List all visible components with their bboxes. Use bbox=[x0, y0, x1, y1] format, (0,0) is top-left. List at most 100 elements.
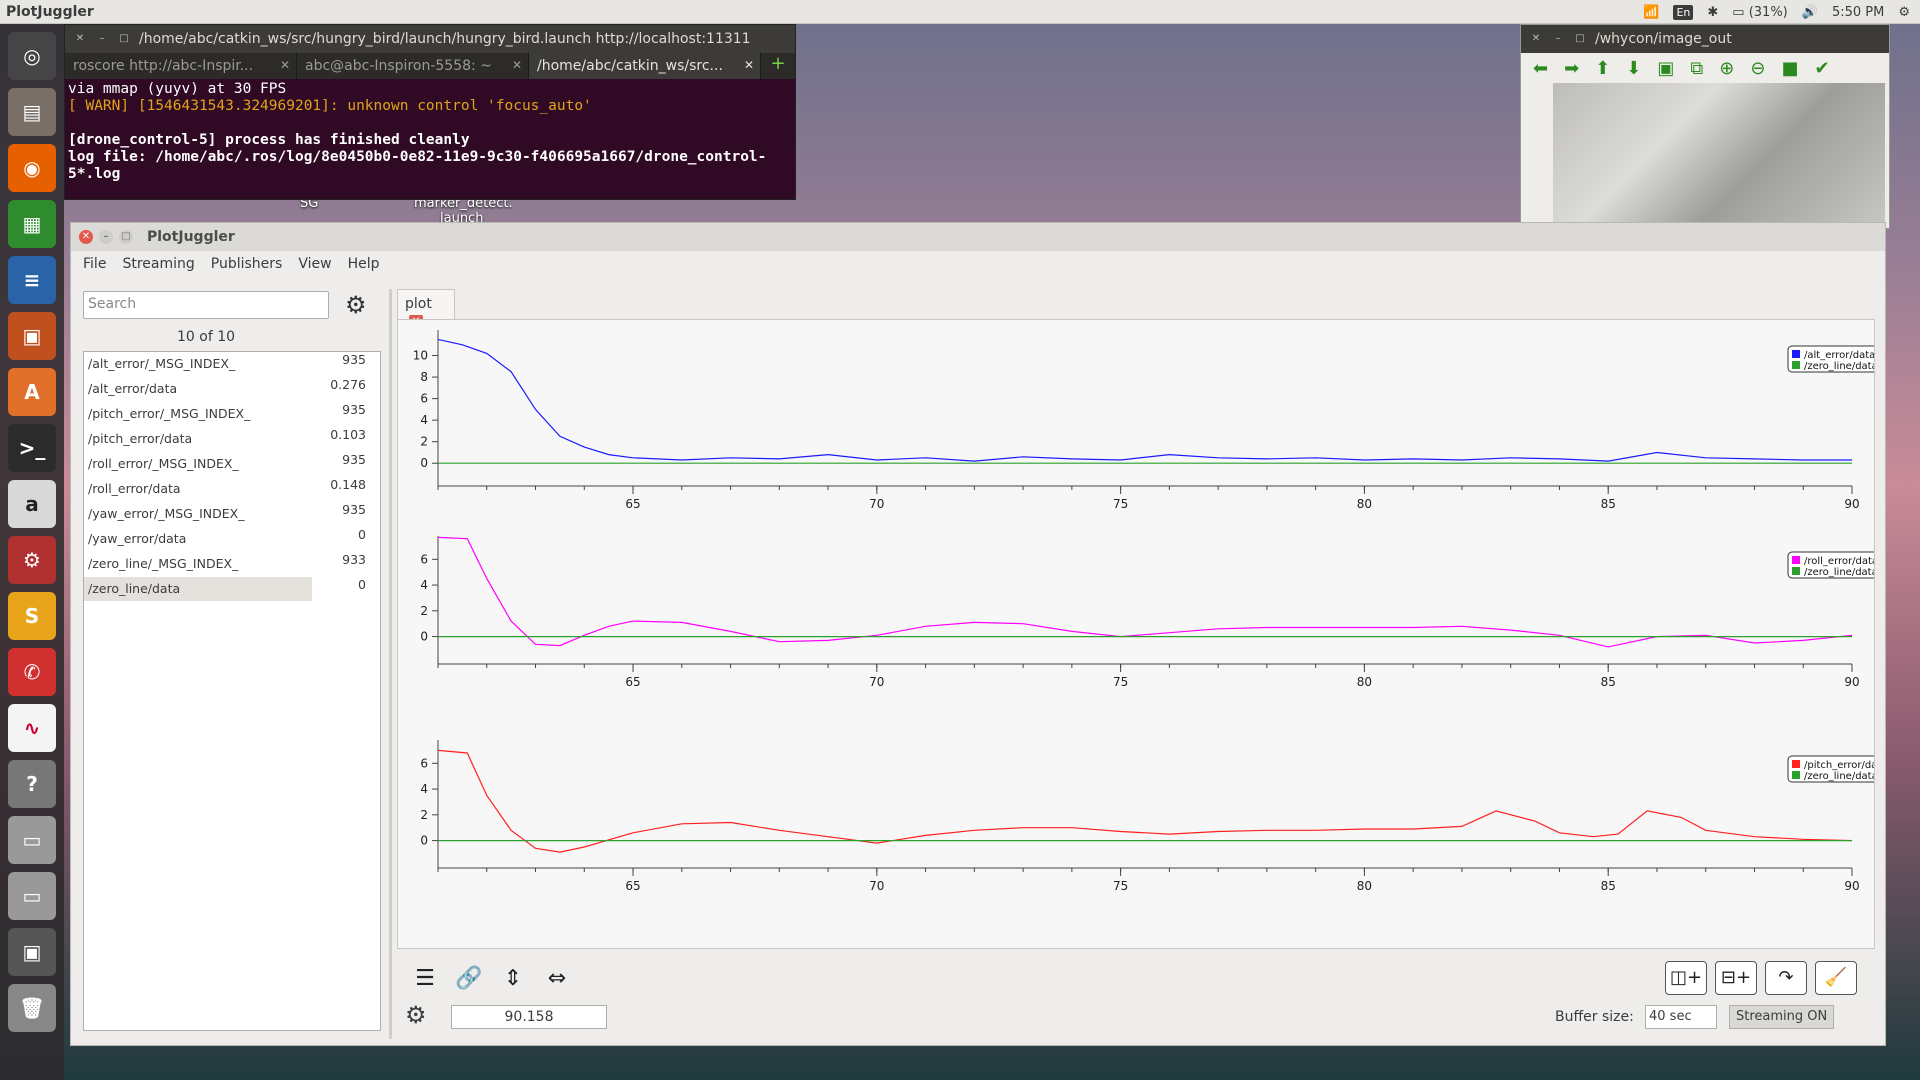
tab-plot[interactable]: plot✕ bbox=[397, 289, 455, 329]
settings-gear-icon[interactable]: ⚙ bbox=[345, 291, 367, 319]
pin-icon[interactable]: ✔ bbox=[1814, 57, 1830, 79]
terminal-window[interactable]: ✕ – □ /home/abc/catkin_ws/src/hungry_bir… bbox=[64, 24, 796, 200]
menu-help[interactable]: Help bbox=[347, 256, 380, 272]
trash-icon[interactable]: 🗑 bbox=[8, 984, 56, 1032]
terminal-line-warning: [ WARN] [1546431543.324969201]: unknown … bbox=[68, 98, 592, 114]
terminal-tab[interactable]: abc@abc-Inspiron-5558: ~ ✕ bbox=[297, 53, 529, 79]
list-item[interactable]: /alt_error/data 0.276 bbox=[84, 377, 380, 401]
minimize-icon[interactable]: – bbox=[99, 33, 105, 44]
maximize-icon[interactable]: □ bbox=[119, 33, 129, 44]
swap-icon[interactable]: ↷ bbox=[1765, 961, 1807, 995]
amazon-icon[interactable]: a bbox=[8, 480, 56, 528]
arrow-right-icon[interactable]: ➡ bbox=[1564, 57, 1580, 79]
list-item[interactable]: /roll_error/_MSG_INDEX_ 935 bbox=[84, 452, 380, 476]
terminal-line: 5*.log bbox=[68, 166, 121, 182]
image-view-titlebar[interactable]: ✕ – □ /whycon/image_out bbox=[1521, 25, 1889, 53]
zoom-in-icon[interactable]: ⊕ bbox=[1719, 57, 1735, 79]
workspace-switcher-icon[interactable]: ▣ bbox=[8, 928, 56, 976]
zoom-vertical-icon[interactable]: ⇕ bbox=[503, 966, 523, 991]
bluetooth-icon[interactable]: ✱ bbox=[1707, 4, 1719, 20]
list-item-selected[interactable]: /zero_line/data bbox=[84, 577, 312, 601]
plot-matrix[interactable]: 65 70 75 80 85 90 0 2 4 6 8 10/alt_error/data/zero_… bbox=[397, 319, 1875, 949]
maximize-icon[interactable]: □ bbox=[119, 230, 133, 244]
list-item-value-cell: 0 bbox=[312, 577, 380, 601]
arrow-left-icon[interactable]: ⬅ bbox=[1533, 57, 1549, 79]
y-tick-label: 4 bbox=[420, 578, 428, 592]
link-icon[interactable]: 🔗 bbox=[455, 966, 483, 991]
terminal-tab[interactable]: roscore http://abc-Inspir... ✕ bbox=[65, 53, 297, 79]
list-item[interactable]: /yaw_error/_MSG_INDEX_ 935 bbox=[84, 502, 380, 526]
menu-publishers[interactable]: Publishers bbox=[210, 256, 283, 272]
keyboard-language-indicator[interactable]: En bbox=[1673, 4, 1694, 20]
close-tab-icon[interactable]: ✕ bbox=[511, 58, 522, 72]
panel-splitter[interactable] bbox=[389, 289, 392, 1039]
buffer-size-spinbox[interactable]: 40 sec bbox=[1645, 1005, 1717, 1029]
list-item[interactable]: /roll_error/data 0.148 bbox=[84, 477, 380, 501]
terminal-output[interactable]: via mmap (yuyv) at 30 FPS[ WARN] [154643… bbox=[65, 79, 795, 185]
series-list[interactable]: /alt_error/_MSG_INDEX_ 935 /alt_error/dat… bbox=[83, 351, 381, 1031]
close-icon[interactable]: ✕ bbox=[1531, 33, 1541, 44]
clock[interactable]: 5:50 PM bbox=[1831, 4, 1885, 20]
terminal-titlebar[interactable]: ✕ – □ /home/abc/catkin_ws/src/hungry_bir… bbox=[65, 25, 795, 53]
image-icon[interactable]: ▣ bbox=[1657, 57, 1675, 79]
list-item[interactable]: /pitch_error/data 0.103 bbox=[84, 427, 380, 451]
close-tab-icon[interactable]: ✕ bbox=[743, 58, 754, 72]
close-icon[interactable]: ✕ bbox=[79, 230, 93, 244]
menu-file[interactable]: File bbox=[83, 256, 107, 272]
volume-icon[interactable]: 🔊 bbox=[1801, 4, 1818, 20]
list-item[interactable]: /yaw_error/data 0 bbox=[84, 527, 380, 551]
new-tab-icon[interactable]: + bbox=[770, 53, 786, 74]
battery-indicator[interactable]: ▭ (31%) bbox=[1732, 5, 1787, 20]
streaming-toggle-button[interactable]: Streaming ON bbox=[1729, 1005, 1835, 1029]
plotjuggler-icon[interactable]: ∿ bbox=[8, 704, 56, 752]
list-item[interactable]: /alt_error/_MSG_INDEX_ 935 bbox=[84, 352, 380, 376]
power-gear-icon[interactable]: ⚙ bbox=[1898, 4, 1910, 20]
firefox-icon[interactable]: ◉ bbox=[8, 144, 56, 192]
sublime-text-icon[interactable]: S bbox=[8, 592, 56, 640]
search-input[interactable]: Search bbox=[83, 291, 329, 319]
writer-icon[interactable]: ≡ bbox=[8, 256, 56, 304]
close-icon[interactable]: ✕ bbox=[75, 33, 85, 44]
menu-view[interactable]: View bbox=[298, 256, 332, 272]
x-tick-label: 85 bbox=[1601, 497, 1616, 511]
plotjuggler-window[interactable]: ✕ – □ PlotJuggler File Streaming Publish… bbox=[70, 222, 1886, 1046]
arrow-down-icon[interactable]: ⬇ bbox=[1626, 57, 1642, 79]
camera-image bbox=[1553, 83, 1885, 230]
maximize-icon[interactable]: □ bbox=[1575, 33, 1585, 44]
calc-icon[interactable]: ▦ bbox=[8, 200, 56, 248]
save-icon[interactable]: ■ bbox=[1781, 57, 1799, 79]
add-row-icon[interactable]: ⊟+ bbox=[1715, 961, 1757, 995]
list-item[interactable]: /pitch_error/_MSG_INDEX_ 935 bbox=[84, 402, 380, 426]
help-icon[interactable]: ? bbox=[8, 760, 56, 808]
document-viewer-icon[interactable]: ✆ bbox=[8, 648, 56, 696]
terminal-icon[interactable]: >_ bbox=[8, 424, 56, 472]
impress-icon[interactable]: ▣ bbox=[8, 312, 56, 360]
wifi-icon[interactable]: 📶 bbox=[1643, 4, 1660, 20]
legend-label: /zero_line/data bbox=[1804, 771, 1874, 782]
ubuntu-dash-icon[interactable]: ◎ bbox=[8, 32, 56, 80]
minimize-icon[interactable]: – bbox=[1555, 33, 1561, 44]
zoom-horizontal-icon[interactable]: ⇔ bbox=[547, 966, 567, 991]
timeline-settings-gear-icon[interactable]: ⚙ bbox=[405, 1001, 427, 1029]
system-settings-icon[interactable]: ⚙ bbox=[8, 536, 56, 584]
time-field[interactable]: 90.158 bbox=[451, 1005, 607, 1029]
plots-svg[interactable]: 65 70 75 80 85 90 0 2 4 6 8 10/alt_error/data/zero_… bbox=[398, 320, 1874, 948]
add-column-icon[interactable]: ◫+ bbox=[1665, 961, 1707, 995]
list-item[interactable]: /zero_line/_MSG_INDEX_ 933 bbox=[84, 552, 380, 576]
list-toggle-icon[interactable]: ☰ bbox=[415, 966, 435, 991]
disk-drive-2-icon[interactable]: ▭ bbox=[8, 872, 56, 920]
plotjuggler-titlebar[interactable]: ✕ – □ PlotJuggler bbox=[71, 223, 1885, 251]
files-icon[interactable]: ▤ bbox=[8, 88, 56, 136]
zoom-out-icon[interactable]: ⊖ bbox=[1750, 57, 1766, 79]
disk-drive-icon[interactable]: ▭ bbox=[8, 816, 56, 864]
menu-streaming[interactable]: Streaming bbox=[122, 256, 195, 272]
software-center-icon[interactable]: A bbox=[8, 368, 56, 416]
arrow-up-icon[interactable]: ⬆ bbox=[1595, 57, 1611, 79]
close-tab-icon[interactable]: ✕ bbox=[279, 58, 290, 72]
image-view-window[interactable]: ✕ – □ /whycon/image_out ⬅ ➡ ⬆ ⬇ ▣ ⧉ ⊕ ⊖ … bbox=[1520, 24, 1890, 230]
battery-icon: ▭ bbox=[1732, 4, 1745, 20]
minimize-icon[interactable]: – bbox=[99, 230, 113, 244]
terminal-tab-active[interactable]: /home/abc/catkin_ws/src... ✕ bbox=[529, 53, 761, 79]
clear-icon[interactable]: 🧹 bbox=[1815, 961, 1857, 995]
zoom-fit-icon[interactable]: ⧉ bbox=[1690, 57, 1704, 79]
